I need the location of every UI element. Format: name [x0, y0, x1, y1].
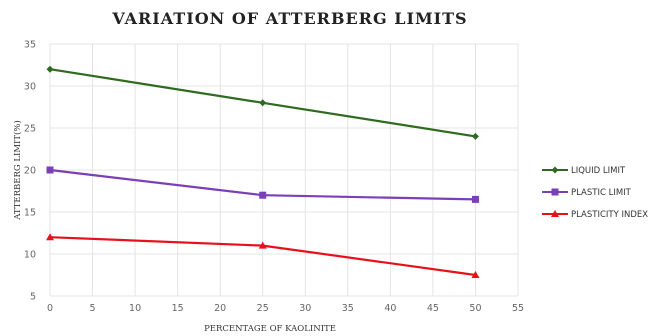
x-tick-label: 25	[257, 303, 269, 314]
y-axis-title: ATTERBERG LIMIT(%)	[12, 120, 23, 221]
grid	[49, 43, 519, 297]
data-point	[471, 271, 480, 278]
x-tick-label: 30	[299, 303, 311, 314]
x-axis-ticks: 0 5 10 15 20 25 30 35 40 45 50 55	[47, 303, 524, 314]
x-tick-label: 10	[129, 303, 141, 314]
chart-title: VARIATION OF ATTERBERG LIMITS	[111, 9, 467, 28]
y-tick-label: 20	[24, 166, 36, 177]
data-point	[258, 241, 267, 249]
x-tick-label: 15	[172, 303, 184, 314]
data-point	[46, 233, 54, 241]
data-point	[46, 166, 54, 174]
legend: LIQUID LIMIT PLASTIC LIMIT PLASTICITY INDE…	[542, 166, 648, 220]
legend-label: PLASTIC LIMIT	[571, 188, 632, 198]
x-tick-label: 50	[469, 303, 481, 314]
series-liquid-limit	[46, 65, 479, 140]
y-tick-label: 30	[24, 82, 36, 93]
x-tick-label: 0	[47, 303, 53, 314]
legend-label: LIQUID LIMIT	[571, 166, 626, 176]
legend-item: PLASTICITY INDEX	[542, 210, 648, 220]
legend-marker	[551, 188, 559, 196]
data-point	[471, 132, 479, 140]
legend-item: PLASTIC LIMIT	[542, 188, 632, 198]
x-tick-label: 35	[342, 303, 354, 314]
x-tick-label: 5	[90, 303, 96, 314]
y-tick-label: 25	[24, 124, 36, 135]
data-point	[46, 65, 54, 73]
y-tick-label: 35	[24, 40, 36, 51]
y-tick-label: 10	[24, 250, 36, 261]
legend-label: PLASTICITY INDEX	[571, 210, 648, 220]
y-tick-label: 15	[24, 208, 36, 219]
legend-item: LIQUID LIMIT	[542, 166, 626, 176]
legend-marker	[551, 210, 559, 217]
y-tick-label: 5	[30, 292, 36, 303]
series-plastic-limit	[46, 166, 479, 203]
y-axis-ticks: 5 10 15 20 25 30 35	[24, 40, 36, 303]
x-tick-label: 40	[384, 303, 396, 314]
legend-marker	[551, 166, 559, 174]
x-tick-label: 20	[214, 303, 226, 314]
x-axis-title: PERCENTAGE OF KAOLINITE	[204, 324, 336, 334]
series-plasticity-index	[46, 233, 480, 278]
data-point	[471, 195, 479, 203]
data-point	[259, 191, 267, 199]
data-point	[259, 99, 267, 107]
x-tick-label: 55	[512, 303, 524, 314]
x-tick-label: 45	[427, 303, 439, 314]
series	[46, 65, 480, 278]
